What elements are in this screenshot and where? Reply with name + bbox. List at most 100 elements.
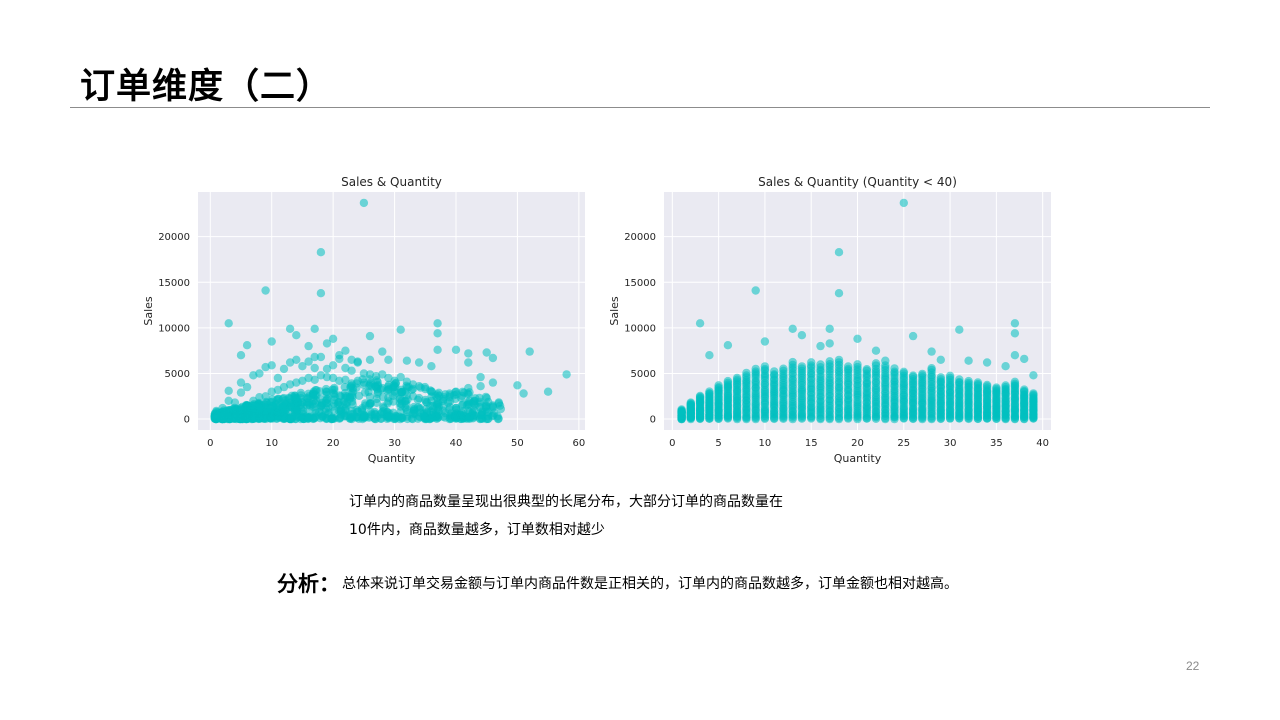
scatter-point xyxy=(760,362,770,371)
scatter-point xyxy=(304,414,314,423)
observation-line: 10件内，商品数量越多，订单数相对越少 xyxy=(349,522,605,538)
scatter-point xyxy=(348,409,358,419)
scatter-point xyxy=(236,351,246,360)
scatter-point xyxy=(695,319,705,328)
scatter-point xyxy=(927,347,936,356)
scatter-point xyxy=(496,404,505,414)
scatter-point xyxy=(426,407,436,416)
x-axis-label: Quantity xyxy=(368,452,416,465)
x-tick-label: 0 xyxy=(669,438,675,449)
scatter-point xyxy=(1001,381,1010,390)
scatter-point xyxy=(470,400,479,409)
scatter-point xyxy=(770,367,779,376)
x-tick-label: 10 xyxy=(265,438,278,449)
scatter-point xyxy=(316,248,326,257)
scatter-point xyxy=(992,383,1001,392)
x-axis-label: Quantity xyxy=(834,452,882,465)
scatter-point xyxy=(250,401,260,410)
scatter-point xyxy=(384,355,393,364)
scatter-point xyxy=(242,382,252,392)
scatter-point xyxy=(1029,389,1038,398)
scatter-point xyxy=(445,405,454,414)
scatter-point xyxy=(365,331,375,341)
scatter-point xyxy=(433,329,442,338)
scatter-point xyxy=(964,376,973,386)
page-number: 22 xyxy=(1186,659,1200,673)
scatter-point xyxy=(335,351,344,360)
scatter-point xyxy=(392,412,401,421)
scatter-point xyxy=(242,341,252,350)
x-tick-label: 30 xyxy=(388,438,401,449)
scatter-point xyxy=(315,387,324,396)
scatter-point xyxy=(853,334,862,343)
scatter-point xyxy=(732,373,742,383)
scatter-point xyxy=(341,406,350,415)
x-tick-label: 60 xyxy=(572,438,585,449)
scatter-chart-all: 0 10 20 30 40 50 60 0 5000 10000 15000 20000 Sales &… xyxy=(136,170,596,474)
scatter-point xyxy=(463,389,472,398)
scatter-point xyxy=(834,355,844,365)
scatter-point xyxy=(378,347,387,356)
scatter-point xyxy=(433,319,442,328)
scatter-point xyxy=(372,412,382,421)
scatter-point xyxy=(347,366,356,375)
y-tick-label: 5000 xyxy=(165,369,190,380)
scatter-point xyxy=(383,399,392,408)
scatter-point xyxy=(280,399,289,408)
scatter-point xyxy=(1020,385,1029,394)
scatter-point xyxy=(964,356,973,365)
scatter-point xyxy=(316,352,326,362)
scatter-point xyxy=(513,381,522,390)
scatter-point xyxy=(871,346,881,355)
scatter-point xyxy=(686,398,695,407)
scatter-point xyxy=(310,352,319,362)
scatter-point xyxy=(279,364,289,374)
y-tick-label: 20000 xyxy=(158,232,190,243)
scatter-point xyxy=(316,414,325,423)
scatter-point xyxy=(400,397,410,406)
x-tick-label: 35 xyxy=(990,438,1003,449)
x-tick-label: 25 xyxy=(897,438,910,449)
scatter-point xyxy=(973,378,983,387)
scatter-point xyxy=(493,414,503,424)
scatter-point xyxy=(378,370,387,379)
scatter-point xyxy=(224,386,233,395)
scatter-point xyxy=(816,341,825,351)
scatter-point xyxy=(292,355,301,364)
x-tick-label: 50 xyxy=(511,438,524,449)
x-tick-label: 15 xyxy=(805,438,818,449)
scatter-point xyxy=(441,413,450,422)
scatter-point xyxy=(1010,351,1020,360)
scatter-point xyxy=(955,325,964,334)
scatter-point xyxy=(825,339,834,348)
scatter-point xyxy=(413,395,423,404)
scatter-point xyxy=(834,289,844,298)
scatter-point xyxy=(1020,354,1029,364)
scatter-point xyxy=(365,399,374,409)
x-tick-label: 40 xyxy=(450,438,463,449)
scatter-point xyxy=(396,372,405,382)
x-tick-label: 20 xyxy=(327,438,340,449)
y-tick-label: 15000 xyxy=(158,278,190,289)
scatter-point xyxy=(908,371,918,380)
observation-text: 订单内的商品数量呈现出很典型的长尾分布，大部分订单的商品数量在 10件内，商品数… xyxy=(349,488,869,544)
scatter-point xyxy=(341,375,350,384)
scatter-point xyxy=(543,387,553,396)
scatter-point xyxy=(389,381,398,390)
scatter-point xyxy=(834,248,844,257)
scatter-point xyxy=(825,324,834,333)
scatter-point xyxy=(329,395,339,405)
scatter-point xyxy=(1010,329,1020,338)
scatter-point xyxy=(372,398,381,407)
scatter-point xyxy=(236,388,246,397)
scatter-point xyxy=(402,356,412,365)
scatter-point xyxy=(788,324,797,333)
scatter-point xyxy=(310,375,319,384)
scatter-point xyxy=(360,388,370,397)
scatter-point xyxy=(476,382,485,391)
scatter-point xyxy=(1029,371,1038,380)
scatter-point xyxy=(316,289,326,298)
scatter-point xyxy=(482,348,491,357)
y-tick-label: 5000 xyxy=(631,369,656,380)
scatter-point xyxy=(238,413,247,423)
